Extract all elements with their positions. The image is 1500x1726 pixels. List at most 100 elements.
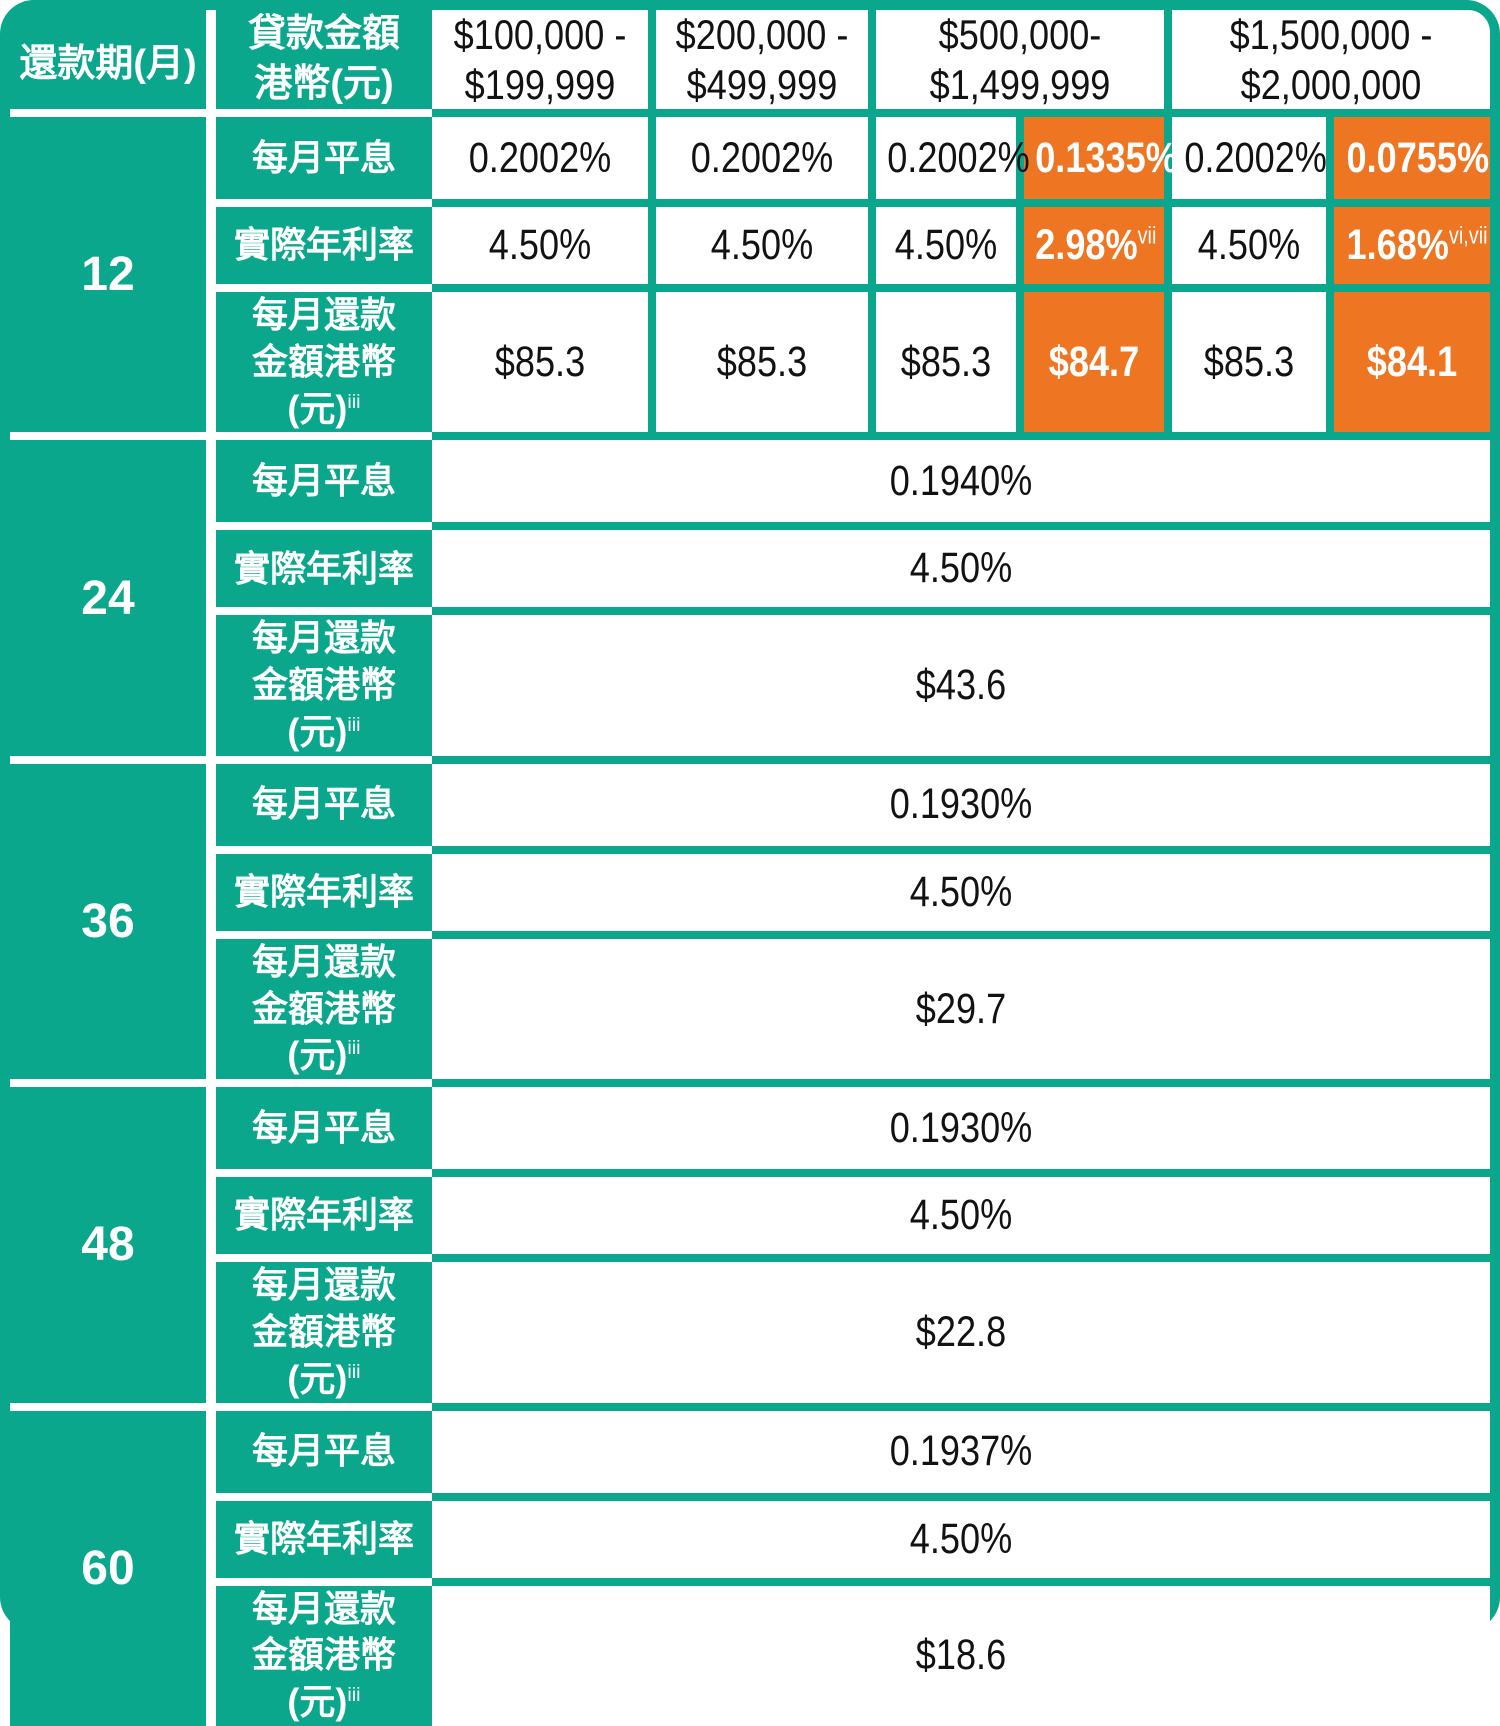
cell-12-apr-200k-text: 4.50% — [710, 221, 814, 270]
row-label-apr-24: 實際年利率 — [206, 522, 432, 608]
row-label-repayment-24: 每月還款 金額港幣(元)iii — [206, 607, 432, 756]
cell-60-repayment-text: $18.6 — [915, 1631, 1007, 1680]
row-label-flat-rate-60: 每月平息 — [206, 1402, 432, 1493]
cell-60-flat-rate: 0.1937% — [432, 1402, 1490, 1493]
cell-12-apr-1500k-text: 4.50% — [1197, 221, 1301, 270]
period-cell-12: 12 — [10, 109, 206, 433]
period-cell-36-text: 36 — [81, 895, 135, 949]
cell-48-apr: 4.50% — [432, 1169, 1490, 1255]
cell-36-flat-rate-text: 0.1930% — [889, 780, 1033, 829]
row-label-repayment-24-footnote: iii — [347, 714, 361, 737]
cell-24-repayment-text: $43.6 — [915, 661, 1007, 710]
cell-24-repayment: $43.6 — [432, 607, 1490, 756]
row-label-repayment-12: 每月還款 金額港幣(元)iii — [206, 284, 432, 433]
cell-60-apr: 4.50% — [432, 1492, 1490, 1578]
row-label-repayment-48: 每月還款 金額港幣(元)iii — [206, 1254, 432, 1403]
row-label-flat-rate-12-text: 每月平息 — [251, 136, 396, 178]
cell-12-repayment-100k-text: $85.3 — [494, 337, 586, 386]
cell-12-flat-rate-1500k-promo-text: 0.0755% — [1346, 133, 1490, 182]
cell-12-apr-200k: 4.50% — [648, 199, 868, 285]
row-label-apr-60: 實際年利率 — [206, 1492, 432, 1578]
period-cell-24: 24 — [10, 432, 206, 756]
header-range-500k-1499k: $500,000- $1,499,999 — [868, 10, 1164, 110]
cell-12-flat-rate-500k-promo: 0.1335% — [1016, 109, 1178, 200]
period-cell-48: 48 — [10, 1079, 206, 1403]
header-range-200k-499k-text: $200,000 - $499,999 — [675, 11, 849, 108]
row-label-repayment-36-text: 每月還款 金額港幣(元) — [251, 940, 396, 1076]
cell-48-repayment: $22.8 — [432, 1254, 1490, 1403]
row-label-flat-rate-48: 每月平息 — [206, 1079, 432, 1170]
cell-12-flat-rate-500k-promo-text: 0.1335% — [1035, 133, 1178, 182]
header-loan-amount-text: 貸款金額 港幣(元) — [247, 13, 400, 105]
cell-48-flat-rate: 0.1930% — [432, 1079, 1490, 1170]
row-label-apr-12-text: 實際年利率 — [233, 224, 414, 266]
cell-24-flat-rate: 0.1940% — [432, 432, 1490, 523]
cell-12-flat-rate-200k: 0.2002% — [648, 109, 868, 200]
row-label-repayment-36-footnote: iii — [347, 1037, 361, 1060]
row-label-apr-48: 實際年利率 — [206, 1169, 432, 1255]
cell-12-apr-1500k-promo-text: 1.68% — [1346, 221, 1449, 270]
cell-12-repayment-1500k-promo-text: $84.1 — [1366, 337, 1458, 386]
cell-60-apr-text: 4.50% — [909, 1514, 1013, 1563]
cell-12-repayment-100k: $85.3 — [432, 284, 648, 433]
row-label-apr-36: 實際年利率 — [206, 845, 432, 931]
row-label-apr-60-text: 實際年利率 — [233, 1517, 414, 1559]
cell-12-apr-1500k-promo: 1.68%vi,vii — [1326, 199, 1490, 285]
cell-12-flat-rate-1500k-text: 0.2002% — [1184, 133, 1327, 182]
header-range-1500k-2000k: $1,500,000 - $2,000,000 — [1164, 10, 1490, 110]
row-label-repayment-60: 每月還款 金額港幣(元)iii — [206, 1577, 432, 1726]
cell-12-apr-100k: 4.50% — [432, 199, 648, 285]
cell-36-apr-text: 4.50% — [909, 867, 1013, 916]
cell-12-apr-500k-promo: 2.98%vii — [1016, 199, 1164, 285]
cell-12-apr-1500k-promo-footnote: vi,vii — [1448, 223, 1488, 250]
cell-24-apr-text: 4.50% — [909, 544, 1013, 593]
cell-12-apr-500k-promo-footnote: vii — [1137, 223, 1157, 250]
cell-12-flat-rate-200k-text: 0.2002% — [690, 133, 834, 182]
cell-12-repayment-200k: $85.3 — [648, 284, 868, 433]
period-cell-60-text: 60 — [81, 1541, 135, 1595]
cell-12-repayment-1500k-promo: $84.1 — [1326, 284, 1490, 433]
cell-12-repayment-500k: $85.3 — [868, 284, 1016, 433]
cell-12-flat-rate-100k-text: 0.2002% — [468, 133, 612, 182]
cell-12-apr-500k-text: 4.50% — [894, 221, 998, 270]
cell-12-apr-1500k: 4.50% — [1164, 199, 1326, 285]
cell-12-repayment-500k-text: $85.3 — [900, 337, 992, 386]
cell-12-repayment-500k-promo: $84.7 — [1016, 284, 1164, 433]
period-cell-60: 60 — [10, 1402, 206, 1726]
row-label-repayment-60-footnote: iii — [347, 1684, 361, 1707]
cell-48-apr-text: 4.50% — [909, 1191, 1013, 1240]
row-label-apr-12: 實際年利率 — [206, 199, 432, 285]
cell-12-apr-100k-text: 4.50% — [488, 221, 592, 270]
cell-12-repayment-500k-promo-text: $84.7 — [1048, 337, 1140, 386]
cell-12-flat-rate-1500k-promo: 0.0755% — [1326, 109, 1490, 200]
cell-24-flat-rate-text: 0.1940% — [889, 456, 1033, 505]
header-range-1500k-2000k-text: $1,500,000 - $2,000,000 — [1229, 11, 1433, 108]
row-label-repayment-48-footnote: iii — [347, 1360, 361, 1383]
cell-12-repayment-1500k-text: $85.3 — [1203, 337, 1295, 386]
period-cell-12-text: 12 — [81, 248, 135, 302]
row-label-apr-24-text: 實際年利率 — [233, 547, 414, 589]
row-label-flat-rate-36: 每月平息 — [206, 755, 432, 846]
cell-12-flat-rate-500k: 0.2002% — [868, 109, 1030, 200]
cell-60-flat-rate-text: 0.1937% — [889, 1427, 1033, 1476]
cell-36-apr: 4.50% — [432, 845, 1490, 931]
row-label-flat-rate-24-text: 每月平息 — [251, 460, 396, 502]
cell-48-repayment-text: $22.8 — [915, 1307, 1007, 1356]
row-label-repayment-12-text: 每月還款 金額港幣(元) — [251, 294, 396, 429]
rate-table: 還款期(月) 貸款金額 港幣(元) $100,000 - $199,999 $2… — [10, 10, 1490, 1726]
row-label-flat-rate-60-text: 每月平息 — [251, 1430, 396, 1472]
header-repayment-period: 還款期(月) — [10, 10, 206, 110]
cell-12-apr-500k: 4.50% — [868, 199, 1016, 285]
period-cell-36: 36 — [10, 755, 206, 1080]
row-label-repayment-24-text: 每月還款 金額港幣(元) — [251, 617, 396, 753]
row-label-repayment-36: 每月還款 金額港幣(元)iii — [206, 930, 432, 1080]
header-range-500k-1499k-text: $500,000- $1,499,999 — [929, 11, 1111, 108]
row-label-flat-rate-48-text: 每月平息 — [251, 1106, 396, 1148]
header-range-100k-199k: $100,000 - $199,999 — [432, 10, 648, 110]
row-label-flat-rate-24: 每月平息 — [206, 432, 432, 523]
cell-36-flat-rate: 0.1930% — [432, 755, 1490, 846]
cell-60-repayment: $18.6 — [432, 1577, 1490, 1726]
row-label-flat-rate-12: 每月平息 — [206, 109, 432, 200]
cell-24-apr: 4.50% — [432, 522, 1490, 608]
header-repayment-period-text: 還款期(月) — [19, 43, 197, 86]
